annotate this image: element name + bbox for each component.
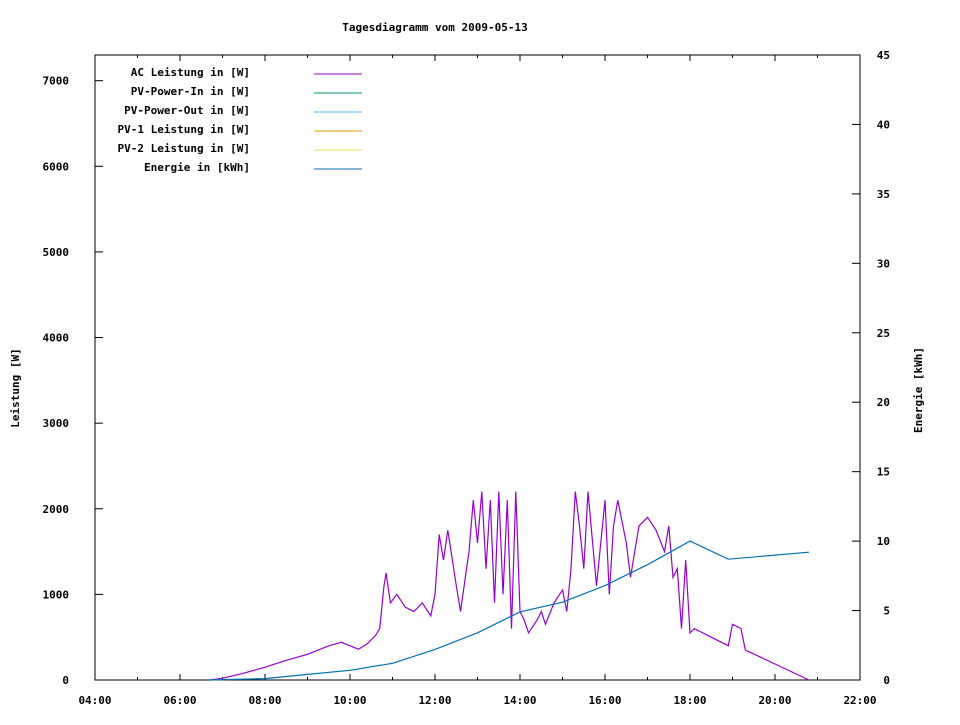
y2-tick-label: 30 — [877, 257, 890, 270]
series-line-5 — [209, 540, 810, 681]
legend-label: PV-2 Leistung in [W] — [118, 142, 250, 155]
x-tick-label: 14:00 — [503, 694, 536, 707]
x-tick-label: 04:00 — [78, 694, 111, 707]
x-tick-label: 22:00 — [843, 694, 876, 707]
legend-label: PV-Power-Out in [W] — [124, 104, 250, 117]
y-tick-label: 5000 — [43, 246, 70, 259]
y2-tick-label: 0 — [883, 674, 890, 687]
x-tick-label: 16:00 — [588, 694, 621, 707]
legend-label: PV-Power-In in [W] — [131, 85, 250, 98]
y-tick-label: 6000 — [43, 160, 70, 173]
y-tick-label: 0 — [62, 674, 69, 687]
y2-tick-label: 35 — [877, 188, 890, 201]
x-tick-label: 10:00 — [333, 694, 366, 707]
legend-label: PV-1 Leistung in [W] — [118, 123, 250, 136]
y2-tick-label: 40 — [877, 118, 890, 131]
y2-tick-label: 45 — [877, 49, 890, 62]
y2-tick-label: 15 — [877, 466, 890, 479]
y-tick-label: 4000 — [43, 332, 70, 345]
legend-label: AC Leistung in [W] — [131, 66, 250, 79]
series-line-0 — [209, 491, 810, 681]
y-tick-label: 3000 — [43, 417, 70, 430]
legend-label: Energie in [kWh] — [144, 161, 250, 174]
x-tick-label: 18:00 — [673, 694, 706, 707]
y-tick-label: 1000 — [43, 588, 70, 601]
x-tick-label: 06:00 — [163, 694, 196, 707]
y2-tick-label: 20 — [877, 396, 890, 409]
y2-tick-label: 25 — [877, 327, 890, 340]
y2-tick-label: 5 — [883, 605, 890, 618]
x-tick-label: 08:00 — [248, 694, 281, 707]
y-tick-label: 2000 — [43, 503, 70, 516]
y2-tick-label: 10 — [877, 535, 890, 548]
y-axis-label: Leistung [W] — [9, 348, 22, 427]
y2-axis-label: Energie [kWh] — [912, 347, 925, 433]
y-tick-label: 7000 — [43, 75, 70, 88]
x-tick-label: 20:00 — [758, 694, 791, 707]
chart-title: Tagesdiagramm vom 2009-05-13 — [342, 21, 527, 34]
x-tick-label: 12:00 — [418, 694, 451, 707]
